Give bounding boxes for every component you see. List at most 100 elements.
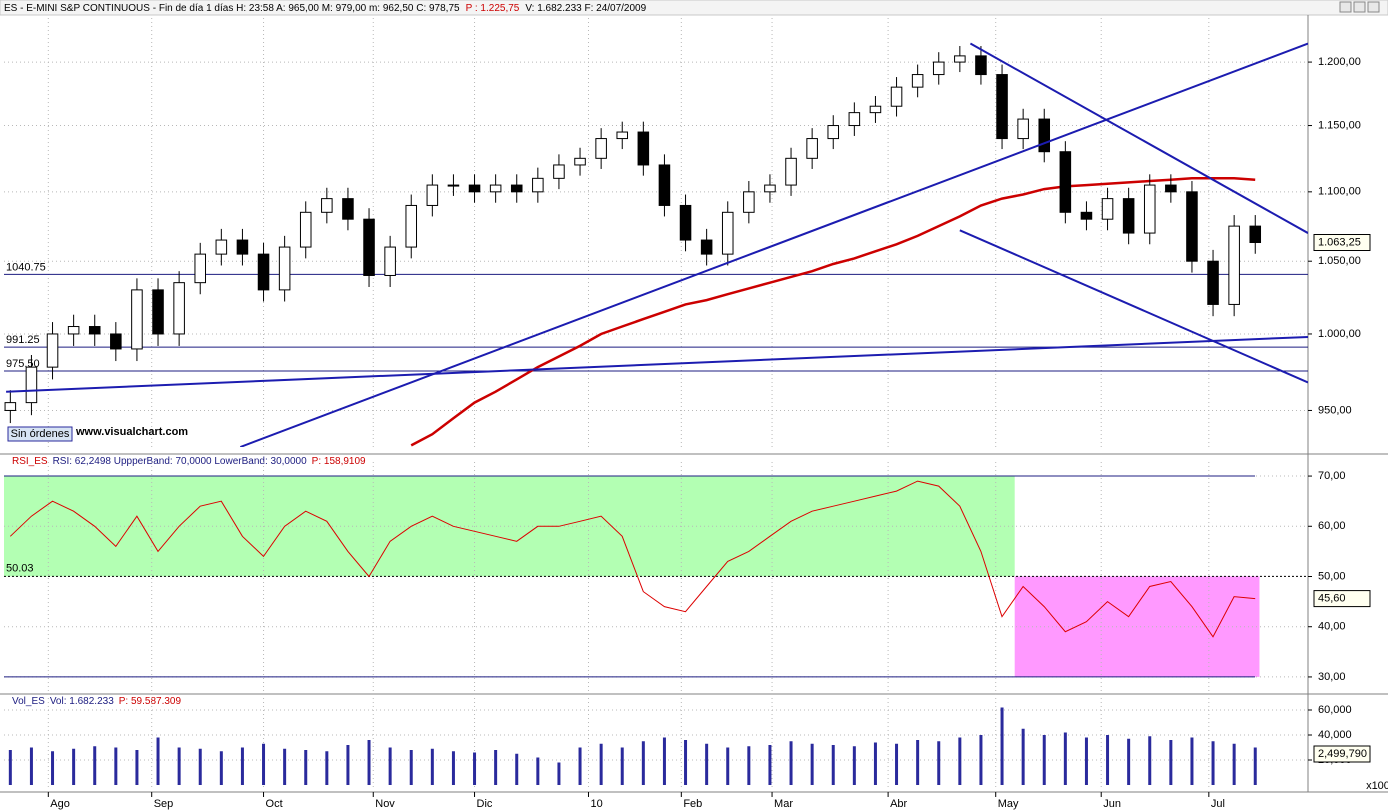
volume-bar [810, 743, 814, 785]
candle-body [954, 55, 966, 63]
candle-body [595, 138, 607, 159]
volume-bar [1063, 732, 1067, 785]
volume-bar [726, 747, 730, 785]
y-tick-label: 950,00 [1318, 404, 1352, 416]
candle-body [1186, 191, 1198, 262]
candle-body [890, 86, 903, 107]
volume-bar [409, 750, 413, 785]
candle-body [405, 204, 418, 248]
candle-body [257, 253, 270, 291]
x-tick-label: 10 [590, 798, 602, 810]
volume-bar [388, 747, 392, 785]
volume-bar [304, 750, 308, 785]
volume-bar [8, 750, 12, 785]
last-value-tag [1313, 234, 1371, 252]
candle-body [869, 105, 882, 114]
volume-bar [219, 751, 223, 785]
y-tick-label: 1.200,00 [1318, 56, 1361, 68]
y-tick-label: 70,00 [1318, 470, 1346, 482]
header-title: ES - E-MINI S&P CONTINUOUS - Fin de día … [4, 3, 460, 14]
volume-bar [29, 747, 33, 785]
x-tick-label: Feb [683, 798, 702, 810]
watermark: www.visualchart.com [75, 426, 188, 438]
volume-bar [114, 747, 118, 785]
volume-bar [705, 743, 709, 785]
y-tick-label: 1.100,00 [1318, 186, 1361, 198]
mid-level-label: 50.03 [6, 562, 34, 574]
x-tick-label: Jun [1103, 798, 1121, 810]
rsi-info: RSI: 62,2498 UppperBand: 70,0000 LowerBa… [53, 456, 308, 467]
candle-body [553, 164, 565, 179]
candle-body [1207, 260, 1219, 305]
volume-bar [1148, 736, 1152, 785]
volume-bar [1042, 735, 1046, 785]
candle-body [46, 333, 59, 368]
candle-body [25, 366, 38, 404]
volume-bar [72, 748, 76, 785]
volume-bar [346, 745, 350, 785]
candle-body [110, 333, 122, 350]
candle-body [806, 138, 818, 159]
volume-bar [1232, 743, 1236, 785]
candle-body [1249, 225, 1262, 244]
volume-bar [684, 740, 688, 785]
volume-bar [768, 745, 772, 785]
header-highlight: P : 1.225,75 [466, 3, 520, 14]
candle-body [848, 112, 861, 127]
volume-bar [51, 751, 55, 785]
orders-button[interactable]: Sin órdenes [7, 426, 73, 442]
candle-body [447, 184, 460, 187]
vol-header: Vol_ES Vol: 1.682.233 P: 59.587.309 [12, 696, 181, 707]
candle-body [194, 253, 207, 284]
volume-bar [1000, 707, 1004, 785]
volume-bar [852, 746, 856, 785]
y-tick-label: 1.150,00 [1318, 119, 1361, 131]
moving-average [410, 177, 1256, 447]
orders-button-label[interactable]: Sin órdenes [11, 428, 70, 440]
candle-body [679, 204, 692, 241]
y-tick-label: 60,00 [1318, 520, 1346, 532]
rsi-header: RSI_ES RSI: 62,2498 UppperBand: 70,0000 L… [12, 456, 366, 467]
volume-bar [283, 748, 287, 785]
header-tail: V: 1.682.233 F: 24/07/2009 [525, 3, 646, 14]
x-tick-label: May [998, 798, 1019, 810]
volume-bar [430, 748, 434, 785]
candle-body [88, 326, 101, 335]
rsi-line [9, 480, 1256, 638]
candle-body [1017, 118, 1029, 140]
x-tick-label: Sep [154, 798, 174, 810]
rsi-zone [1014, 576, 1260, 677]
volume-bar [662, 737, 666, 785]
candle-body [342, 198, 354, 220]
x-tick-label: Nov [375, 798, 395, 810]
candle-body [996, 74, 1008, 140]
title-bar [0, 0, 1388, 16]
volume-bar [135, 750, 139, 785]
volume-bar [473, 752, 477, 785]
last-value-tag [1313, 745, 1371, 763]
candle-body [911, 74, 924, 88]
header: ES - E-MINI S&P CONTINUOUS - Fin de día … [4, 3, 647, 14]
minimize-button[interactable] [1339, 1, 1352, 13]
volume-bar [1190, 737, 1194, 785]
maximize-button[interactable] [1353, 1, 1366, 13]
candle-body [510, 184, 523, 193]
candle-body [215, 239, 228, 255]
volume-bar [1127, 738, 1131, 785]
close-button[interactable] [1367, 1, 1380, 13]
level-label: 1040.75 [6, 261, 46, 273]
candle-body [299, 211, 312, 248]
candle-body [426, 184, 439, 206]
y-tick-label: 40,000 [1318, 729, 1352, 741]
window-buttons[interactable] [1339, 1, 1380, 13]
candle-body [743, 191, 755, 213]
volume-bar [873, 742, 877, 785]
x-tick-label: Dic [477, 798, 493, 810]
y-tick-label: 30,00 [1318, 671, 1346, 683]
volume-bar [641, 741, 645, 785]
orders-button-box[interactable] [7, 426, 73, 442]
candle-body [1165, 184, 1177, 193]
last-value-label: 2,499,790 [1318, 748, 1367, 760]
candle-body [384, 246, 396, 276]
volume-bar [494, 750, 498, 785]
